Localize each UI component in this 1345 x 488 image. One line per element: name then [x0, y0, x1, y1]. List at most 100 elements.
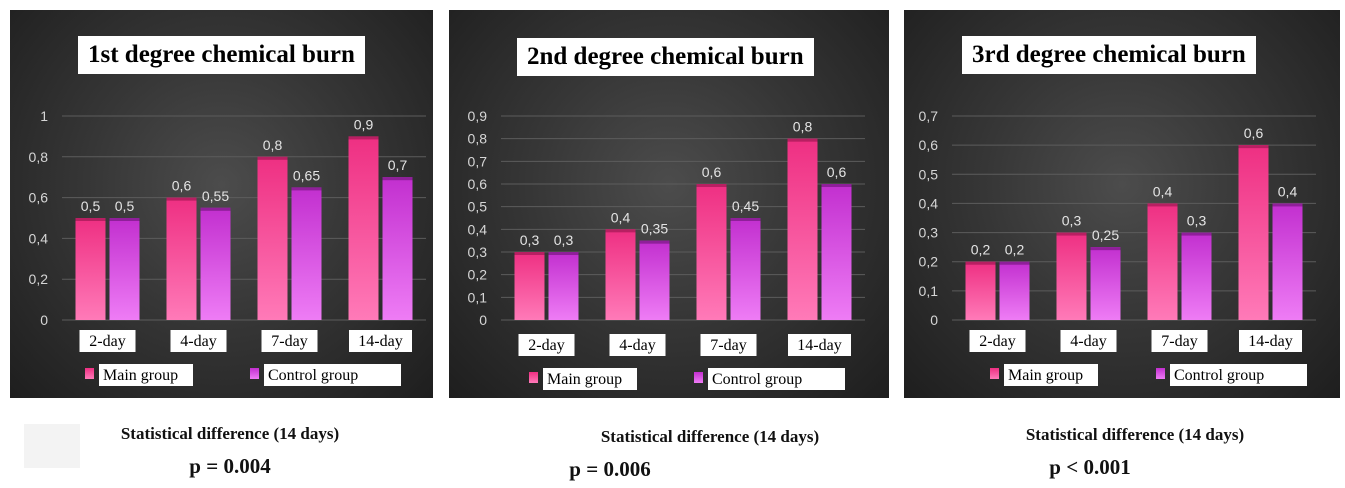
y-tick-label: 0,7 [919, 108, 939, 124]
bar-top-edge [965, 261, 996, 265]
y-tick-label: 0,1 [919, 283, 939, 299]
stat-caption-1: Statistical difference (14 days) p = 0.0… [60, 424, 400, 479]
bar-control-group [548, 252, 579, 320]
legend-swatch [250, 368, 259, 379]
stat-title-1: Statistical difference (14 days) [120, 424, 340, 443]
y-tick-label: 0,6 [919, 137, 939, 153]
data-label: 0,7 [388, 157, 408, 173]
bar-control-group [639, 240, 670, 320]
legend-swatch [529, 372, 538, 383]
stat-title-2: Statistical difference (14 days) [600, 427, 820, 446]
p-value-2: p = 0.006 [569, 457, 651, 481]
category-label: 4-day [619, 337, 655, 354]
legend-label-box [708, 368, 845, 390]
y-tick-label: 0,6 [468, 176, 488, 192]
bar-top-edge [605, 229, 636, 233]
y-tick-label: 0 [40, 312, 48, 328]
data-label: 0,65 [293, 167, 320, 183]
legend-label: Main group [103, 367, 178, 384]
p-value-3: p < 0.001 [1049, 455, 1131, 479]
data-label: 0,3 [554, 232, 574, 248]
legend-label-box [264, 364, 401, 386]
bar-top-edge [1147, 203, 1178, 207]
legend-swatch [85, 368, 94, 379]
chart-3-title: 3rd degree chemical burn [962, 36, 1256, 74]
legend-label-box [543, 368, 637, 390]
bar-top-edge [1056, 232, 1087, 236]
category-label: 2-day [979, 333, 1015, 350]
bar-control-group [109, 218, 140, 320]
bar-top-edge [109, 218, 140, 221]
bar-top-edge [166, 197, 197, 201]
chart-2-svg: 0 0,1 0,2 0,3 0,4 0,5 0,6 0,7 0,8 0,9 0,3 0,3 2-day 0… [468, 108, 865, 390]
bar-top-edge [75, 218, 106, 221]
bar-main-group [75, 218, 106, 320]
y-tick-label: 0,8 [468, 131, 488, 147]
data-label: 0,6 [172, 178, 192, 194]
category-label: 7-day [271, 333, 307, 350]
data-label: 0,4 [1153, 183, 1173, 199]
category-label: 2-day [528, 337, 564, 354]
bar-control-group [291, 187, 322, 320]
y-tick-label: 0,1 [468, 289, 488, 305]
chart-panel-2: 0 0,1 0,2 0,3 0,4 0,5 0,6 0,7 0,8 0,9 0,3 0,3 2-day 0… [449, 10, 889, 398]
bar-top-edge [787, 138, 818, 142]
category-label-box [261, 330, 318, 352]
bar-main-group [166, 197, 197, 320]
y-tick-label: 0,4 [468, 221, 488, 237]
bar-main-group [257, 156, 288, 320]
category-label: 14-day [797, 337, 841, 354]
category-label: 7-day [1161, 333, 1197, 350]
y-tick-label: 0,6 [29, 190, 49, 206]
chart-1-svg: 0 0,2 0,4 0,6 0,8 1 0,5 0,5 2-day 0,6 0,55 4-day 0,8… [29, 108, 426, 386]
data-label: 0,25 [1092, 227, 1119, 243]
legend-swatch [694, 372, 703, 383]
bar-top-edge [257, 156, 288, 160]
data-label: 0,4 [611, 209, 631, 225]
data-label: 0,45 [732, 198, 759, 214]
category-label-box [700, 334, 757, 356]
category-label-box [1239, 330, 1302, 352]
y-tick-label: 1 [40, 108, 48, 124]
data-label: 0,3 [1187, 213, 1207, 229]
y-tick-label: 0,4 [919, 195, 939, 211]
bar-top-edge [821, 184, 852, 187]
category-label-box [788, 334, 851, 356]
bar-top-edge [730, 218, 761, 221]
p-value-1: p = 0.004 [189, 454, 271, 478]
bar-top-edge [382, 177, 413, 181]
bar-main-group [1238, 145, 1269, 320]
bar-main-group [605, 229, 636, 320]
bar-control-group [730, 218, 761, 320]
y-tick-label: 0,3 [468, 244, 488, 260]
bar-control-group [999, 261, 1030, 320]
data-label: 0,8 [793, 119, 813, 135]
bar-control-group [821, 184, 852, 320]
bar-top-edge [1090, 247, 1121, 251]
bar-main-group [965, 261, 996, 320]
category-label: 14-day [1248, 333, 1292, 350]
y-tick-label: 0 [930, 312, 938, 328]
y-tick-label: 0,3 [919, 225, 939, 241]
category-label-box [1060, 330, 1117, 352]
data-label: 0,5 [115, 198, 135, 214]
y-tick-label: 0,8 [29, 149, 49, 165]
stat-caption-3: Statistical difference (14 days) p < 0.0… [965, 425, 1305, 480]
y-tick-label: 0,2 [468, 267, 488, 283]
bar-top-edge [200, 207, 231, 211]
legend-label-box [99, 364, 193, 386]
legend-label: Control group [1174, 367, 1264, 384]
category-label-box [349, 330, 412, 352]
data-label: 0,6 [827, 164, 847, 180]
y-tick-label: 0,2 [919, 254, 939, 270]
y-tick-label: 0,5 [468, 199, 488, 215]
bar-main-group [787, 138, 818, 320]
y-tick-label: 0,2 [29, 271, 49, 287]
data-label: 0,4 [1278, 183, 1298, 199]
data-label: 0,6 [1244, 125, 1264, 141]
bar-control-group [1272, 203, 1303, 320]
category-label-box [518, 334, 575, 356]
data-label: 0,3 [520, 232, 540, 248]
category-label-box [1151, 330, 1208, 352]
data-label: 0,6 [702, 164, 722, 180]
